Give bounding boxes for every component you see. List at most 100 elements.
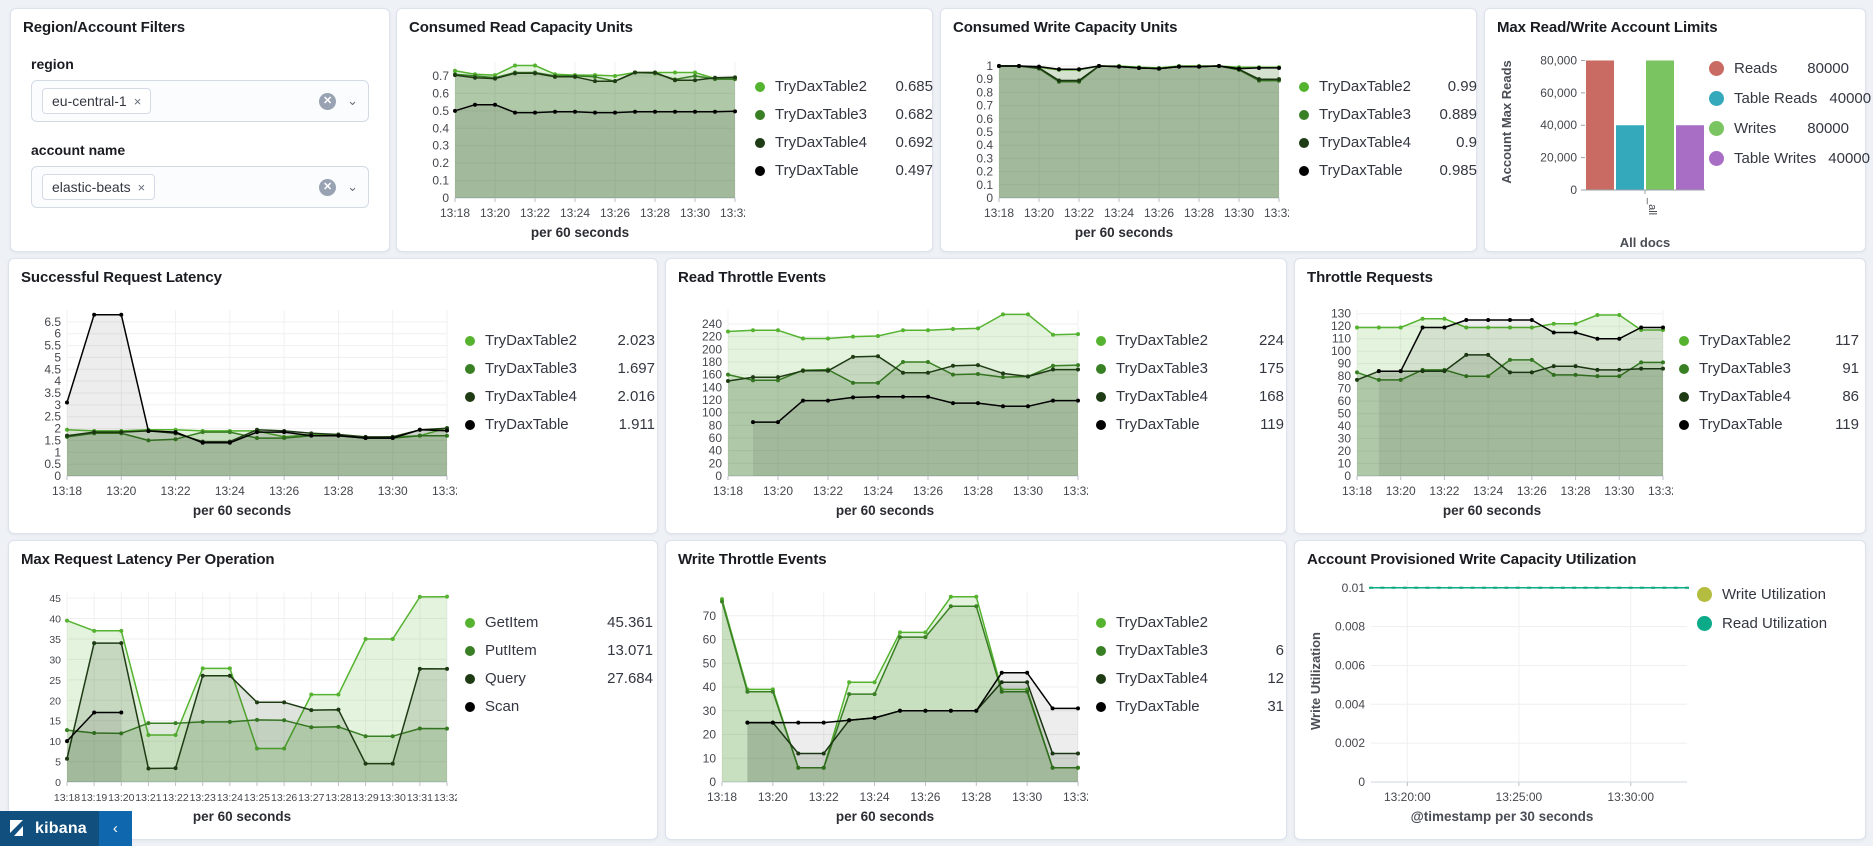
svg-text:40: 40	[709, 444, 723, 458]
successful-request-latency-chart[interactable]: 00.511.522.533.544.555.566.5 13:18 13:20 13…	[27, 300, 457, 502]
svg-text:0.008: 0.008	[1335, 620, 1365, 634]
legend-label: TryDaxTable	[1699, 416, 1783, 433]
region-combobox[interactable]: eu-central-1 × ✕ ⌄	[31, 80, 369, 122]
legend-item[interactable]: TryDaxTable4 0.692	[755, 134, 933, 151]
svg-text:13:28: 13:28	[1184, 206, 1214, 220]
svg-text:4: 4	[54, 374, 61, 388]
svg-text:240: 240	[702, 317, 722, 331]
clear-selection-icon[interactable]: ✕	[319, 178, 337, 196]
consumed-write-capacity-chart[interactable]: 00.10.20.30.40.50.60.70.80.91 13:18 13:20 1…	[959, 52, 1289, 224]
legend-label: TryDaxTable	[775, 162, 859, 179]
legend-item[interactable]: TryDaxTable4 86	[1679, 388, 1859, 405]
legend-item[interactable]: TryDaxTable2	[1096, 614, 1284, 631]
legend-value: 1.697	[617, 360, 655, 377]
legend-item[interactable]: GetItem 45.361	[465, 614, 653, 631]
legend-item[interactable]: TryDaxTable 31	[1096, 698, 1284, 715]
panel-title: Read Throttle Events	[678, 269, 827, 286]
legend-item[interactable]: TryDaxTable2 117	[1679, 332, 1859, 349]
x-axis-label: per 60 seconds	[1442, 503, 1542, 518]
svg-text:13:20: 13:20	[763, 484, 793, 498]
legend-item[interactable]: TryDaxTable 1.911	[465, 416, 655, 433]
legend-item[interactable]: Write Utilization	[1697, 586, 1853, 603]
account-name-combobox[interactable]: elastic-beats × ✕ ⌄	[31, 166, 369, 208]
legend-item[interactable]: TryDaxTable3 6	[1096, 642, 1284, 659]
legend-item[interactable]: TryDaxTable 119	[1096, 416, 1284, 433]
legend-item[interactable]: TryDaxTable3 175	[1096, 360, 1284, 377]
sidebar-collapse-button[interactable]: ‹	[98, 811, 132, 846]
clear-selection-icon[interactable]: ✕	[319, 92, 337, 110]
legend-label: GetItem	[485, 614, 539, 631]
region-token[interactable]: eu-central-1 ×	[42, 88, 152, 114]
svg-text:200: 200	[702, 342, 722, 356]
legend-item[interactable]: Query 27.684	[465, 670, 653, 687]
account-token[interactable]: elastic-beats ×	[42, 174, 156, 200]
legend-item[interactable]: TryDaxTable2 224	[1096, 332, 1284, 349]
legend-item[interactable]: PutItem 13.071	[465, 642, 653, 659]
legend-value: 119	[1835, 416, 1859, 433]
legend-value: 168	[1258, 388, 1284, 405]
svg-text:13:32: 13:32	[434, 792, 457, 804]
chevron-down-icon[interactable]: ⌄	[347, 179, 358, 194]
legend-item[interactable]: Writes 80000	[1709, 120, 1849, 137]
legend-item[interactable]: TryDaxTable4 0.9	[1299, 134, 1477, 151]
legend-item[interactable]: TryDaxTable4 2.016	[465, 388, 655, 405]
svg-text:13:25: 13:25	[244, 792, 270, 804]
legend-item[interactable]: TryDaxTable2 2.023	[465, 332, 655, 349]
legend-item[interactable]: TryDaxTable 0.497	[755, 162, 933, 179]
svg-text:80,000: 80,000	[1540, 53, 1577, 67]
panel-title: Consumed Write Capacity Units	[953, 19, 1178, 36]
legend-swatch-icon	[465, 363, 475, 374]
legend-value: 31	[1267, 698, 1284, 715]
legend-item[interactable]: Scan	[465, 698, 653, 715]
svg-text:40: 40	[49, 614, 61, 626]
legend-item[interactable]: Read Utilization	[1697, 615, 1853, 632]
legend-item[interactable]: TryDaxTable3 0.682	[755, 106, 933, 123]
legend-value: 86	[1842, 388, 1859, 405]
legend-item[interactable]: TryDaxTable2 0.685	[755, 78, 933, 95]
svg-text:13:20: 13:20	[108, 792, 134, 804]
svg-text:1: 1	[54, 445, 61, 459]
legend-value: 40000	[1828, 150, 1870, 167]
legend-item[interactable]: TryDaxTable4 168	[1096, 388, 1284, 405]
legend-item[interactable]: Table Reads 40000	[1709, 90, 1871, 107]
svg-text:120: 120	[702, 393, 722, 407]
max-read-write-limits-chart[interactable]: 0 20,000 40,000 60,000 80,000 _all All docs Acc…	[1497, 40, 1709, 252]
svg-text:1: 1	[986, 59, 993, 73]
legend-item[interactable]: TryDaxTable3 91	[1679, 360, 1859, 377]
svg-text:60,000: 60,000	[1540, 86, 1577, 100]
legend-item[interactable]: TryDaxTable3 0.889	[1299, 106, 1477, 123]
write-throttle-events-chart[interactable]: 0 10 20 30 40 50 60 70 13:18 13:20 13:22 13:24 13:26…	[682, 582, 1088, 808]
legend-item[interactable]: TryDaxTable2 0.99	[1299, 78, 1477, 95]
account-write-utilization-chart[interactable]: 0 0.002 0.004 0.006 0.008 0.01 13:20:00 13:25:0…	[1307, 570, 1697, 808]
legend-label: TryDaxTable2	[775, 78, 867, 95]
legend-label: Reads	[1734, 60, 1778, 77]
legend-label: TryDaxTable	[1116, 416, 1200, 433]
panel-title: Write Throttle Events	[678, 551, 827, 568]
svg-text:13:30:00: 13:30:00	[1607, 790, 1654, 804]
legend-item[interactable]: TryDaxTable 119	[1679, 416, 1859, 433]
svg-text:40: 40	[1338, 419, 1352, 433]
read-throttle-events-panel: Read Throttle Events 0 20 40 60 80 100 120 140 1…	[665, 258, 1287, 534]
remove-token-icon[interactable]: ×	[133, 93, 142, 109]
remove-token-icon[interactable]: ×	[137, 179, 146, 195]
legend-item[interactable]: TryDaxTable3 1.697	[465, 360, 655, 377]
svg-text:13:30: 13:30	[680, 206, 710, 220]
svg-text:10: 10	[1338, 457, 1352, 471]
legend-swatch-icon	[755, 81, 765, 92]
svg-text:13:22: 13:22	[1064, 206, 1094, 220]
legend-item[interactable]: Reads 80000	[1709, 60, 1849, 77]
svg-text:20: 20	[1338, 444, 1352, 458]
svg-text:0.8: 0.8	[976, 85, 993, 99]
chevron-down-icon[interactable]: ⌄	[347, 93, 358, 108]
legend-item[interactable]: TryDaxTable4 12	[1096, 670, 1284, 687]
legend-item[interactable]: Table Writes 40000	[1709, 150, 1870, 167]
consumed-read-capacity-chart[interactable]: 0 0.1 0.2 0.3 0.4 0.5 0.6 0.7 13:18 13:20 13:22 13:…	[415, 52, 745, 224]
legend-item[interactable]: TryDaxTable 0.985	[1299, 162, 1477, 179]
legend-value: 119	[1260, 416, 1284, 433]
svg-text:13:30: 13:30	[1013, 484, 1043, 498]
legend-swatch-icon	[1096, 617, 1106, 628]
svg-text:220: 220	[702, 330, 722, 344]
